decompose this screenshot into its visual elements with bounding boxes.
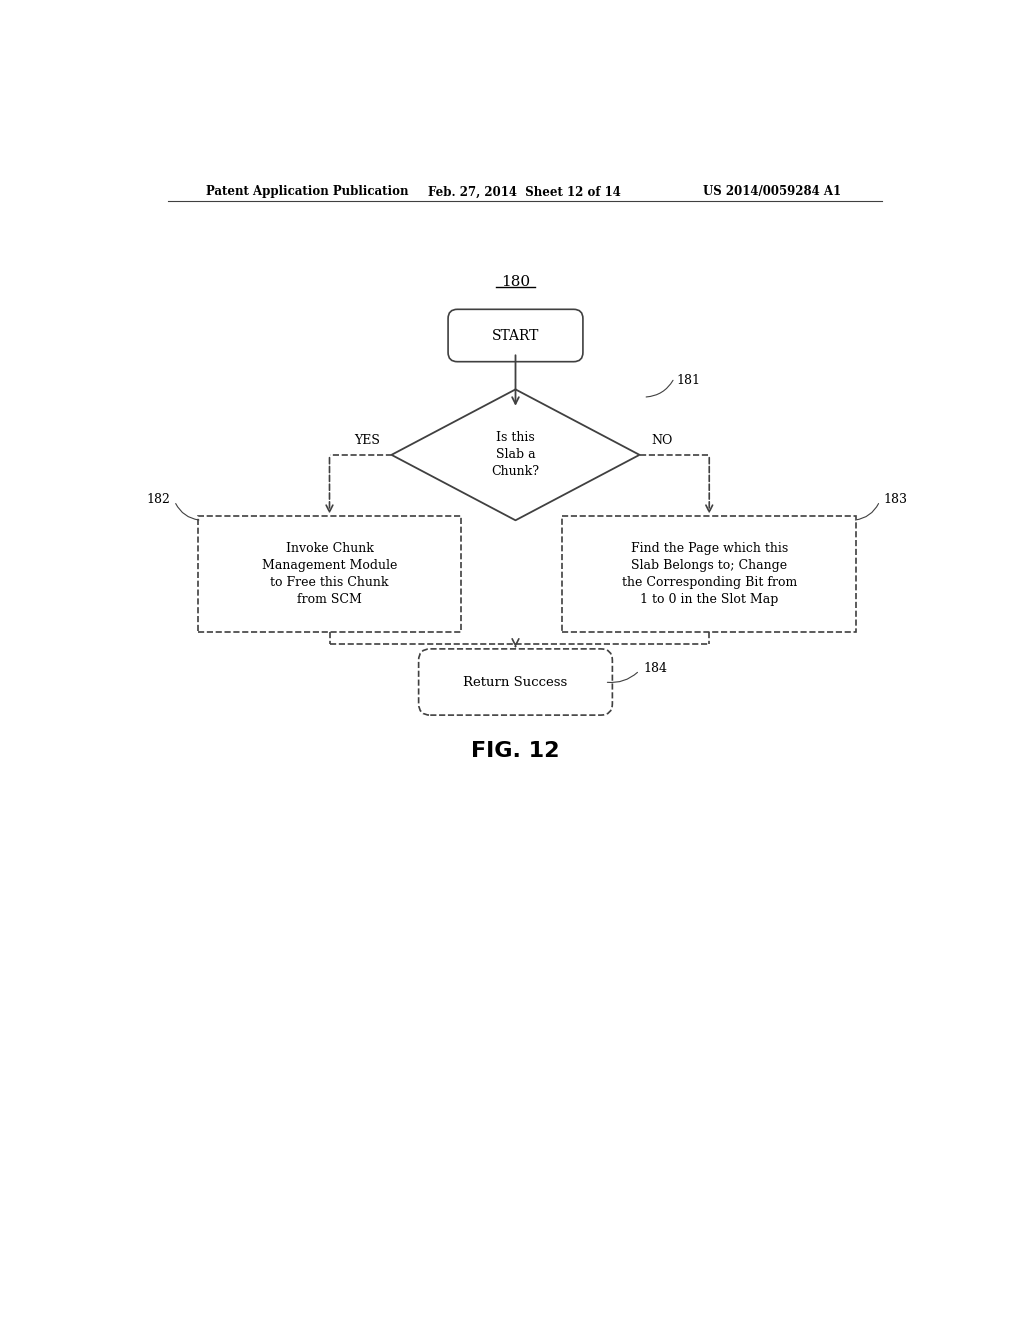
- Text: YES: YES: [354, 434, 380, 447]
- Polygon shape: [391, 389, 640, 520]
- Text: NO: NO: [651, 434, 673, 447]
- FancyBboxPatch shape: [198, 516, 461, 632]
- Text: Patent Application Publication: Patent Application Publication: [206, 185, 408, 198]
- Text: US 2014/0059284 A1: US 2014/0059284 A1: [702, 185, 841, 198]
- FancyBboxPatch shape: [449, 309, 583, 362]
- Text: 180: 180: [501, 275, 530, 289]
- Text: Return Success: Return Success: [464, 676, 567, 689]
- Text: Invoke Chunk
Management Module
to Free this Chunk
from SCM: Invoke Chunk Management Module to Free t…: [262, 543, 397, 606]
- Text: Is this
Slab a
Chunk?: Is this Slab a Chunk?: [492, 432, 540, 478]
- Text: Feb. 27, 2014  Sheet 12 of 14: Feb. 27, 2014 Sheet 12 of 14: [428, 185, 622, 198]
- Text: 182: 182: [146, 492, 171, 506]
- Text: START: START: [492, 329, 540, 342]
- FancyBboxPatch shape: [419, 649, 612, 715]
- Text: 184: 184: [643, 661, 668, 675]
- Text: Find the Page which this
Slab Belongs to; Change
the Corresponding Bit from
1 to: Find the Page which this Slab Belongs to…: [622, 543, 797, 606]
- Text: FIG. 12: FIG. 12: [471, 742, 560, 762]
- Text: 181: 181: [677, 374, 700, 387]
- FancyBboxPatch shape: [562, 516, 856, 632]
- Text: 183: 183: [884, 492, 907, 506]
